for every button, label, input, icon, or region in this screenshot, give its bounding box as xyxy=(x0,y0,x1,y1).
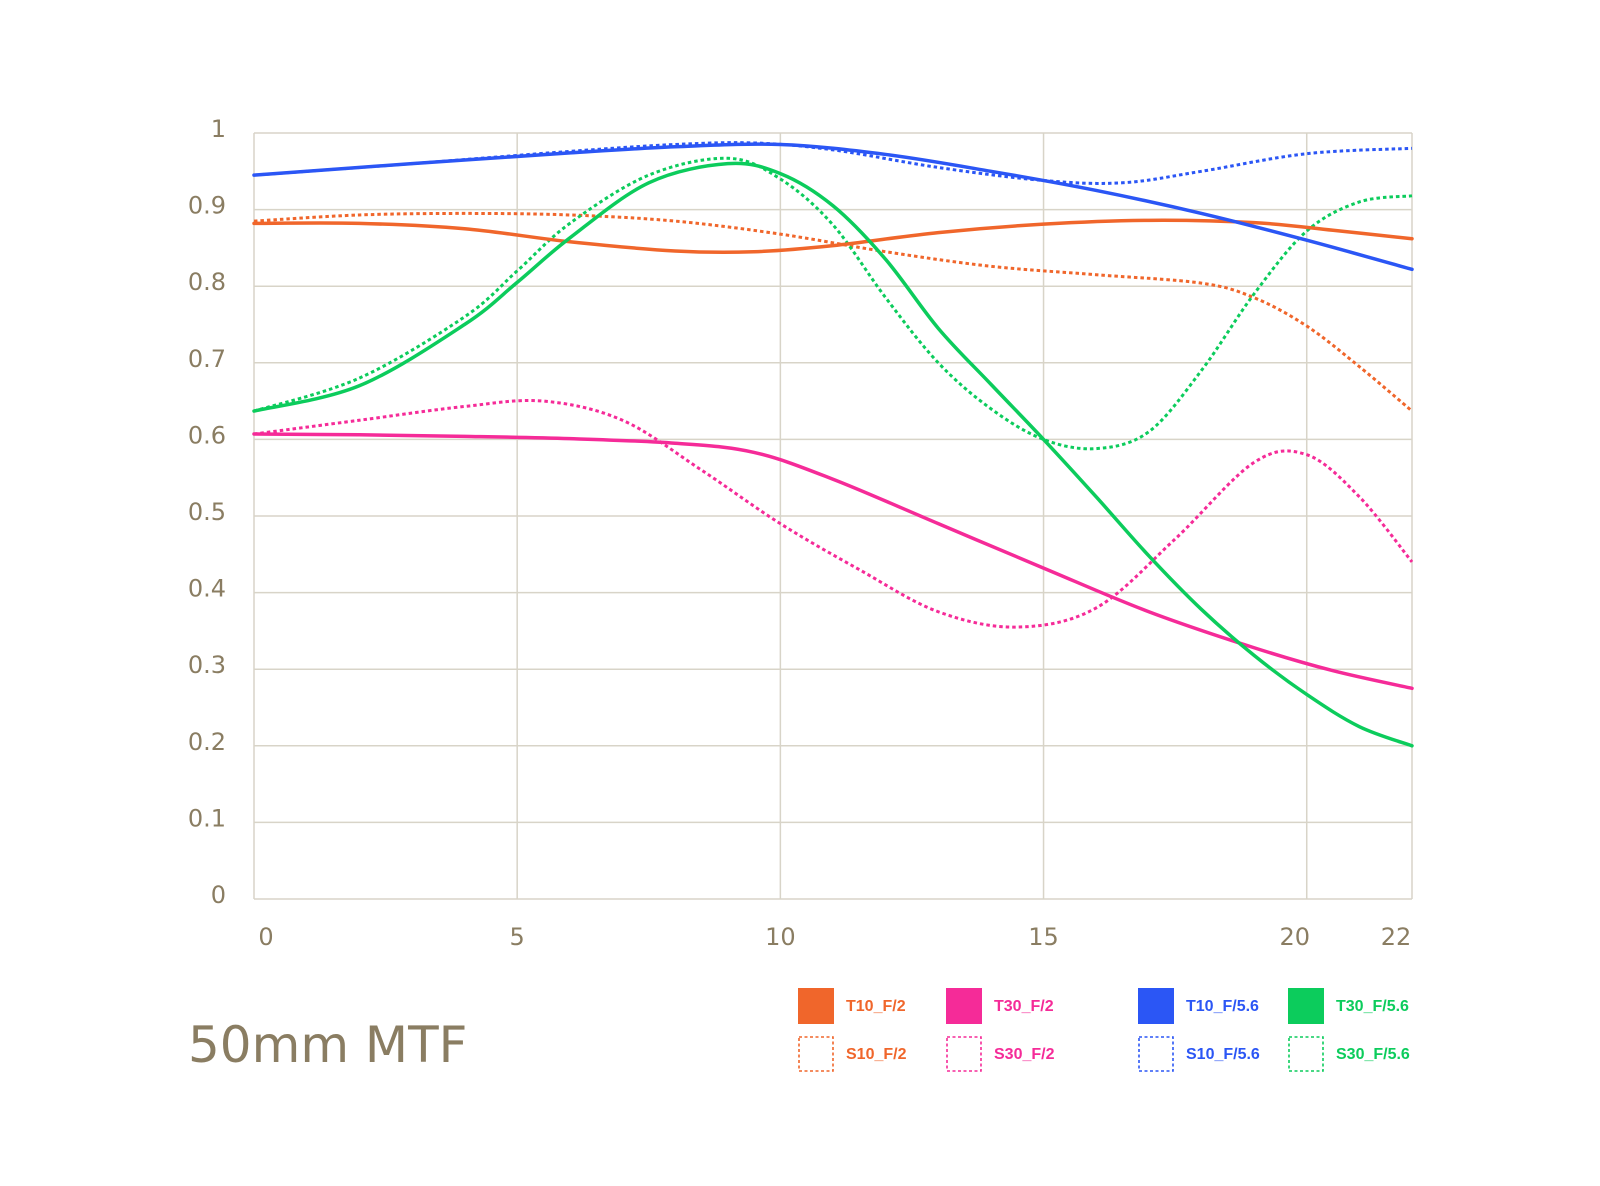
x-tick-label: 5 xyxy=(510,923,525,951)
series-line-t10-f-2 xyxy=(252,218,1414,255)
legend-label: S10_F/5.6 xyxy=(1186,1046,1260,1063)
y-tick-label: 0.1 xyxy=(188,804,226,832)
legend-label: S30_F/5.6 xyxy=(1336,1046,1410,1063)
legend-swatch xyxy=(1288,1036,1324,1072)
x-tick-label: 0 xyxy=(258,923,273,951)
legend-label: T30_F/5.6 xyxy=(1336,998,1409,1015)
series-line-t10-f-5-6 xyxy=(252,142,1414,272)
legend-swatch xyxy=(1138,988,1174,1024)
y-tick-label: 0 xyxy=(211,881,226,909)
legend-swatch xyxy=(946,1036,982,1072)
axis-tick-labels: 00.10.20.30.40.50.60.70.80.910 5 10 15 20 22 xyxy=(188,115,1411,951)
series-line-s30-f-2 xyxy=(253,398,1414,629)
x-tick-label: 22 xyxy=(1381,923,1412,951)
x-tick-label: 15 xyxy=(1028,923,1059,951)
series-line-t30-f-5-6 xyxy=(252,161,1414,748)
legend-label: T10_F/5.6 xyxy=(1186,998,1259,1015)
y-tick-label: 0.9 xyxy=(188,192,226,220)
y-tick-label: 0.8 xyxy=(188,268,226,296)
legend-label: S30_F/2 xyxy=(994,1046,1055,1063)
legend-label: S10_F/2 xyxy=(846,1046,907,1063)
series-line-s10-f-2 xyxy=(253,211,1413,413)
x-tick-label: 10 xyxy=(765,923,796,951)
series-lines xyxy=(252,141,1414,748)
legend-label: T10_F/2 xyxy=(846,998,906,1015)
legend-swatch xyxy=(946,988,982,1024)
x-tick-label: 20 xyxy=(1279,923,1310,951)
y-tick-label: 0.3 xyxy=(188,651,226,679)
series-line-t30-f-2 xyxy=(252,432,1414,691)
legend-label: T30_F/2 xyxy=(994,998,1054,1015)
y-tick-label: 0.6 xyxy=(188,421,226,449)
chart-title: 50mm MTF xyxy=(188,1016,467,1074)
y-tick-label: 0.5 xyxy=(188,498,226,526)
series-line-s30-f-5-6 xyxy=(253,156,1413,451)
y-tick-label: 0.2 xyxy=(188,728,226,756)
y-tick-label: 0.4 xyxy=(188,575,226,603)
legend-swatch xyxy=(1138,1036,1174,1072)
y-tick-label: 0.7 xyxy=(188,345,226,373)
legend: T10_F/2 S10_F/2 T30_F/2 S30_F/2 T10_F/5.6 S10… xyxy=(798,988,1410,1072)
legend-swatch xyxy=(1288,988,1324,1024)
legend-swatch xyxy=(798,1036,834,1072)
y-tick-label: 1 xyxy=(211,115,226,143)
legend-swatch xyxy=(798,988,834,1024)
grid xyxy=(253,132,1413,900)
